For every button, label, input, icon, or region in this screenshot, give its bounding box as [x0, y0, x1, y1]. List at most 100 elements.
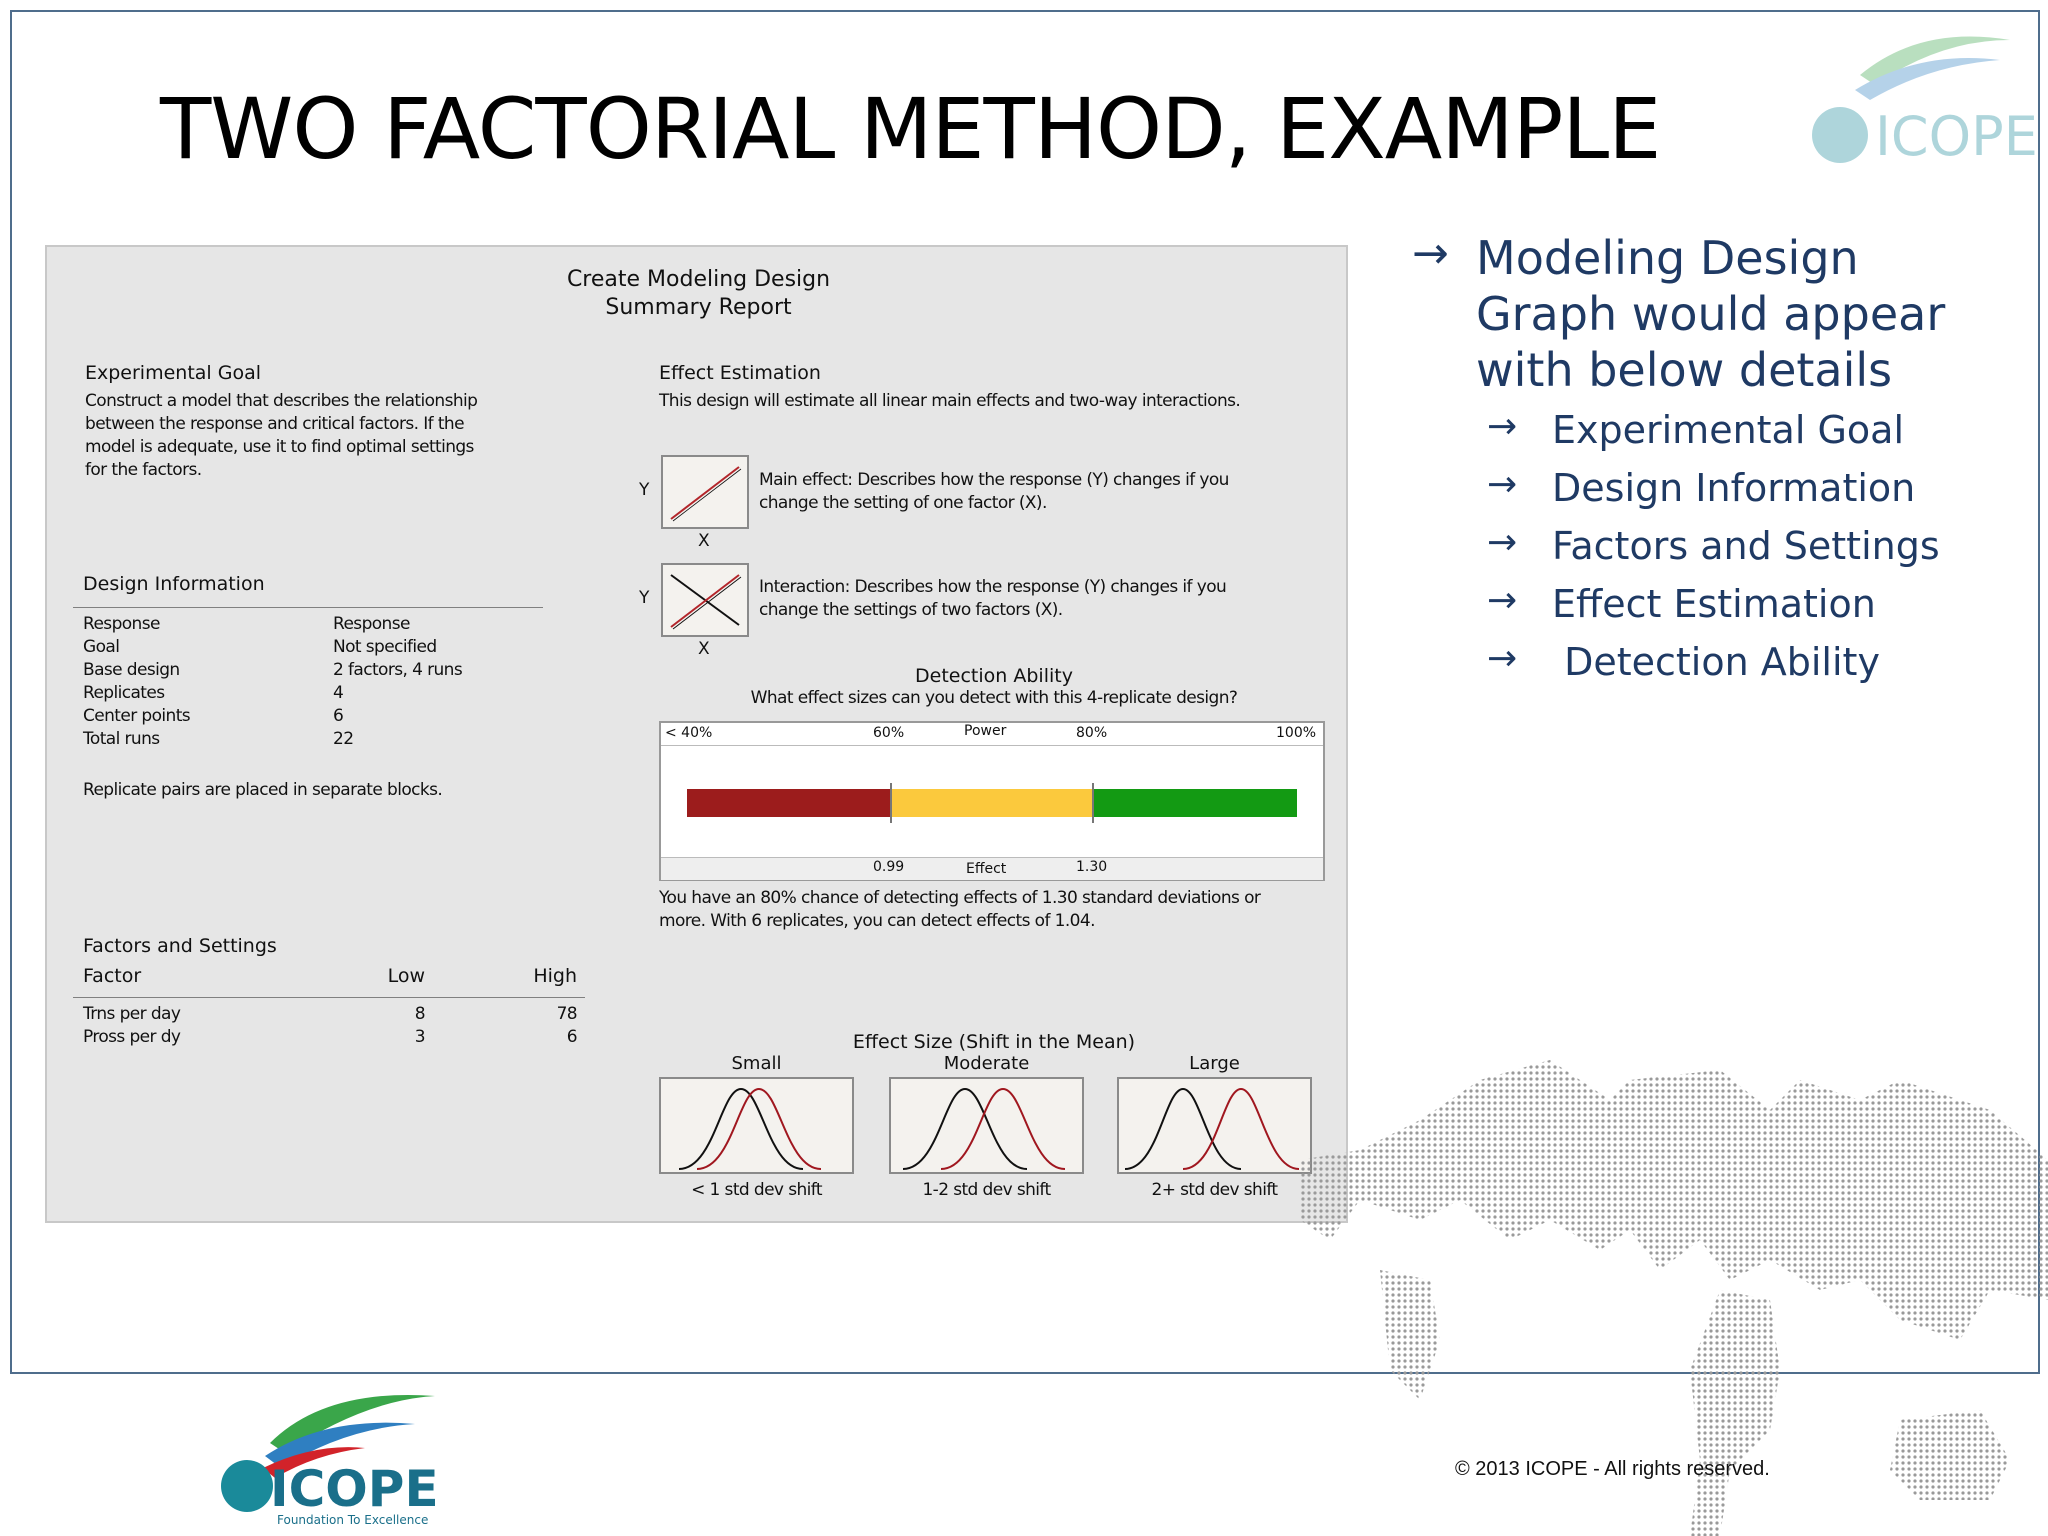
effect-axis-label: Effect — [966, 861, 1007, 877]
design-info-label: Response — [83, 614, 160, 634]
arrow-right-icon: → — [1487, 522, 1518, 563]
summary-report: Create Modeling Design Summary Report Ex… — [45, 245, 1348, 1223]
design-info-value: 4 — [333, 683, 344, 703]
divider — [73, 607, 543, 608]
main-effect-description: change the setting of one factor (X). — [759, 493, 1047, 513]
factor-name: Pross per dy — [83, 1027, 181, 1047]
experimental-goal-heading: Experimental Goal — [85, 362, 262, 384]
interaction-description: Interaction: Describes how the response … — [759, 577, 1227, 597]
arrow-right-icon: → — [1487, 638, 1518, 679]
icope-logo-watermark: ICOPE — [1812, 36, 2038, 168]
interaction-icon — [661, 563, 749, 637]
power-marker — [890, 783, 892, 823]
design-info-note: Replicate pairs are placed in separate b… — [83, 780, 443, 800]
axis-y-label: Y — [639, 480, 649, 500]
detection-summary: more. With 6 replicates, you can detect … — [659, 911, 1096, 931]
large-shift-curves — [1117, 1077, 1312, 1174]
icope-logo: ICOPE Foundation To Excellence — [221, 1394, 439, 1527]
slide-frame — [10, 10, 2040, 1374]
logo-tagline: Foundation To Excellence — [277, 1513, 428, 1527]
power-tick: 80% — [1076, 725, 1108, 741]
factors-col-low: Low — [387, 965, 425, 987]
bullet-item: Design Information — [1552, 466, 1916, 510]
design-info-label: Center points — [83, 706, 191, 726]
factors-heading: Factors and Settings — [83, 935, 277, 957]
bullet-main-text: Modeling Design Graph would appear with … — [1476, 230, 2048, 398]
report-title: Create Modeling Design — [566, 267, 831, 292]
small-shift-curves — [659, 1077, 854, 1174]
effect-size-title: Large — [1189, 1053, 1240, 1074]
detection-ability-question: What effect sizes can you detect with th… — [750, 688, 1238, 708]
design-info-label: Goal — [83, 637, 120, 657]
effect-tick: 0.99 — [873, 859, 905, 875]
detection-summary: You have an 80% chance of detecting effe… — [659, 888, 1261, 908]
power-marker — [1092, 783, 1094, 823]
design-info-value: 6 — [333, 706, 344, 726]
interaction-description: change the settings of two factors (X). — [759, 600, 1063, 620]
design-info-value: Not specified — [333, 637, 437, 657]
arrow-right-icon: → — [1487, 406, 1518, 447]
factor-low: 8 — [414, 1004, 426, 1024]
factor-name: Trns per day — [83, 1004, 181, 1024]
power-chart: < 40% 60% Power 80% 100% 0.99 Effect 1.3… — [659, 721, 1325, 881]
factor-high: 78 — [556, 1004, 578, 1024]
effect-size-heading: Effect Size (Shift in the Mean) — [852, 1031, 1136, 1053]
slide-title: TWO FACTORIAL METHOD, EXAMPLE — [160, 80, 1661, 178]
bullet-main-line: with below details — [1476, 343, 1893, 397]
arrow-right-icon: → — [1412, 228, 1449, 279]
experimental-goal-line: between the response and critical factor… — [85, 414, 465, 434]
copyright-text: © 2013 ICOPE - All rights reserved. — [1455, 1458, 1770, 1480]
design-info-value: 2 factors, 4 runs — [333, 660, 463, 680]
power-axis-label: Power — [964, 723, 1007, 739]
divider — [73, 997, 585, 998]
effect-estimation-text: This design will estimate all linear mai… — [659, 391, 1241, 411]
detection-ability-heading: Detection Ability — [915, 665, 1073, 687]
axis-x-label: X — [698, 531, 710, 551]
design-info-label: Base design — [83, 660, 180, 680]
effect-estimation-heading: Effect Estimation — [659, 362, 821, 384]
main-effect-description: Main effect: Describes how the response … — [759, 470, 1229, 490]
power-bar-mid — [891, 789, 1093, 817]
bullet-item: Detection Ability — [1552, 640, 1880, 684]
effect-size-title: Small — [731, 1053, 782, 1074]
effect-size-caption: < 1 std dev shift — [691, 1180, 822, 1200]
design-info-label: Replicates — [83, 683, 165, 703]
axis-y-label: Y — [639, 588, 649, 608]
bullet-item: Effect Estimation — [1552, 582, 1876, 626]
factor-low: 3 — [414, 1027, 426, 1047]
power-tick: < 40% — [665, 725, 713, 741]
world-map-background — [1300, 1060, 2048, 1536]
effect-axis — [661, 857, 1323, 880]
power-bar-high — [1093, 789, 1297, 817]
power-tick: 60% — [873, 725, 905, 741]
effect-tick: 1.30 — [1076, 859, 1108, 875]
design-info-label: Total runs — [83, 729, 160, 749]
arrow-right-icon: → — [1487, 464, 1518, 505]
experimental-goal-line: model is adequate, use it to find optima… — [85, 437, 474, 457]
bullet-item: Factors and Settings — [1552, 524, 1940, 568]
experimental-goal-line: for the factors. — [85, 460, 202, 480]
experimental-goal-line: Construct a model that describes the rel… — [85, 391, 478, 411]
report-subtitle: Summary Report — [605, 295, 792, 320]
effect-size-title: Moderate — [943, 1053, 1030, 1074]
moderate-shift-curves — [889, 1077, 1084, 1174]
design-info-value: Response — [333, 614, 410, 634]
power-bar-low — [687, 789, 891, 817]
main-effect-icon — [661, 455, 749, 529]
factor-high: 6 — [566, 1027, 578, 1047]
bullet-item: Experimental Goal — [1552, 408, 1905, 452]
power-axis — [661, 723, 1323, 746]
bullet-main-line: Graph would appear — [1476, 287, 1946, 341]
svg-text:ICOPE: ICOPE — [1875, 105, 2038, 168]
arrow-right-icon: → — [1487, 580, 1518, 621]
logo-text: ICOPE — [270, 1460, 439, 1518]
design-info-heading: Design Information — [83, 573, 265, 595]
factors-col-high: High — [533, 965, 577, 987]
power-tick: 100% — [1276, 725, 1317, 741]
axis-x-label: X — [698, 639, 710, 659]
effect-size-caption: 1-2 std dev shift — [922, 1180, 1051, 1200]
effect-size-caption: 2+ std dev shift — [1151, 1180, 1278, 1200]
factors-col-factor: Factor — [83, 965, 142, 987]
bullet-main-line: Modeling Design — [1476, 231, 1859, 285]
design-info-value: 22 — [333, 729, 354, 749]
